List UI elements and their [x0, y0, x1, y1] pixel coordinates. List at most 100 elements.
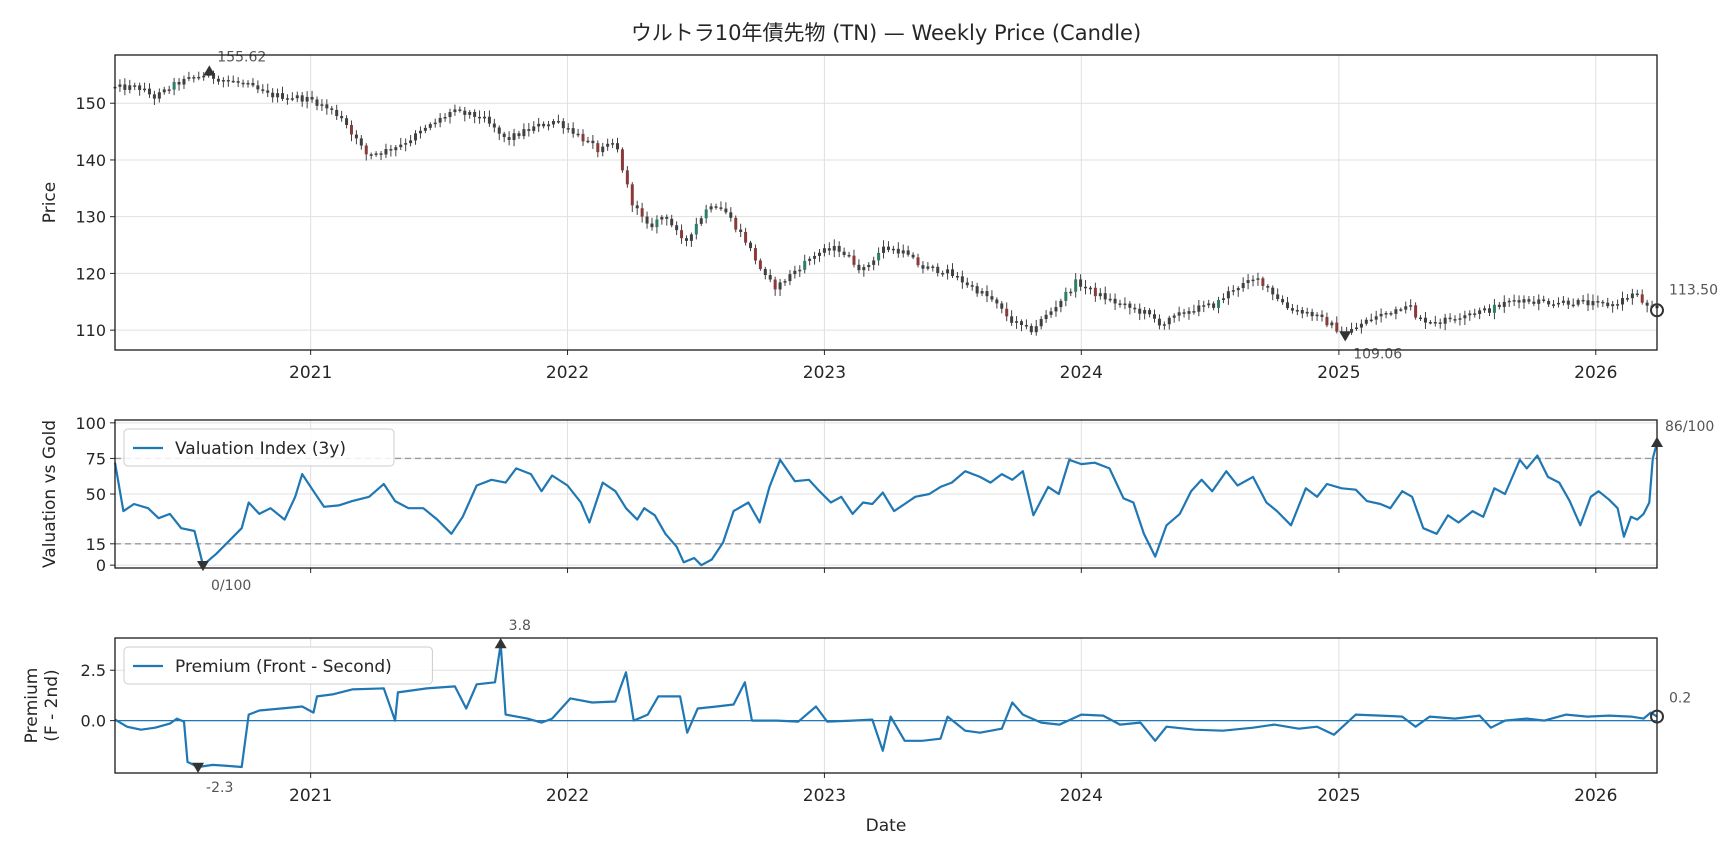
candle-body	[921, 265, 925, 269]
last-marker	[1650, 709, 1664, 724]
candle-body	[197, 76, 201, 79]
candle-body	[596, 143, 600, 153]
x-tick-label: 2021	[289, 786, 332, 806]
candle-body	[931, 266, 935, 269]
candle-body	[256, 85, 260, 90]
candle-body	[1207, 303, 1211, 306]
candle-body	[1000, 303, 1004, 309]
candle-body	[404, 143, 408, 145]
candle-body	[1177, 312, 1181, 316]
candle-body	[527, 129, 531, 131]
y-tick-label: 140	[75, 151, 106, 170]
candle-body	[1049, 311, 1053, 315]
candle-body	[177, 81, 181, 85]
candle-body	[423, 127, 427, 131]
candle-body	[1118, 303, 1122, 305]
candle-body	[1591, 301, 1595, 306]
plot-border	[114, 419, 1658, 569]
candle-body	[1320, 314, 1324, 317]
candle-body	[1335, 322, 1339, 332]
candle-body	[1266, 285, 1270, 288]
y-tick-label: 100	[75, 414, 106, 433]
candle-body	[1310, 311, 1314, 317]
candle-body	[325, 104, 329, 109]
candle-body	[1305, 311, 1309, 314]
candle-body	[872, 260, 876, 265]
candle-body	[1487, 308, 1491, 313]
series-line	[113, 442, 1659, 567]
x-tick-label: 2024	[1060, 363, 1103, 383]
candle-body	[1152, 314, 1156, 319]
candle-body	[512, 133, 516, 140]
candle-body	[576, 133, 580, 136]
candle-body	[418, 130, 422, 134]
candle-body	[1300, 310, 1304, 314]
last-marker	[1650, 303, 1664, 318]
candle-body	[438, 117, 442, 123]
candle-body	[1054, 307, 1058, 312]
candle-body	[1409, 305, 1413, 307]
candle-body	[1093, 287, 1097, 297]
candle-body	[926, 266, 930, 269]
candle-body	[556, 121, 560, 123]
candle-body	[162, 89, 166, 93]
candle-body	[901, 250, 905, 254]
candle-body	[783, 281, 787, 283]
candle-body	[660, 216, 664, 220]
candle-body	[665, 216, 669, 219]
candle-body	[300, 95, 304, 102]
y-tick-label: 150	[75, 94, 106, 113]
candle-body	[1438, 322, 1442, 324]
candle-body	[399, 144, 403, 148]
max-annotation: 3.8	[509, 618, 531, 634]
candle-body	[1532, 301, 1536, 304]
candle-body	[1581, 299, 1585, 302]
candle-body	[1354, 327, 1358, 330]
candle-body	[537, 123, 541, 127]
candle-body	[212, 73, 216, 79]
candle-body	[1024, 324, 1028, 327]
x-tick-label: 2026	[1574, 363, 1617, 383]
candle-body	[478, 116, 482, 119]
candle-body	[497, 127, 501, 134]
candle-body	[1443, 317, 1447, 324]
candle-body	[827, 248, 831, 251]
candle-body	[1502, 301, 1506, 307]
candle-body	[487, 116, 491, 124]
candle-body	[837, 245, 841, 252]
candle-body	[433, 122, 437, 125]
candle-body	[1187, 311, 1191, 314]
candle-body	[507, 137, 511, 140]
min-marker	[196, 560, 209, 572]
candle-body	[1276, 294, 1280, 300]
candle-body	[946, 269, 950, 274]
candle-body	[704, 209, 708, 219]
candle-body	[1552, 304, 1556, 306]
candle-body	[340, 116, 344, 119]
y-axis-label: Premium	[22, 668, 42, 744]
candle-body	[1271, 287, 1275, 295]
candle-body	[852, 255, 856, 265]
candle-body	[266, 90, 270, 93]
candle-body	[611, 143, 615, 145]
max-annotation: 155.62	[217, 49, 266, 65]
max-annotation: 86/100	[1665, 419, 1714, 435]
candle-body	[1473, 313, 1477, 315]
candle-body	[1261, 278, 1265, 286]
chart-title: ウルトラ10年債先物 (TN) — Weekly Price (Candle)	[631, 21, 1141, 45]
candle-body	[822, 248, 826, 253]
candle-body	[1556, 302, 1560, 305]
candle-body	[128, 85, 132, 90]
candle-body	[1625, 298, 1629, 300]
candle-body	[359, 138, 363, 146]
candle-body	[1630, 293, 1634, 299]
candle-body	[1281, 299, 1285, 303]
candle-body	[143, 88, 147, 91]
candle-body	[1034, 326, 1038, 333]
candle-body	[285, 98, 289, 100]
candle-body	[1399, 309, 1403, 311]
candle-body	[1029, 325, 1033, 333]
legend-box	[123, 428, 395, 467]
candle-body	[1414, 305, 1418, 318]
